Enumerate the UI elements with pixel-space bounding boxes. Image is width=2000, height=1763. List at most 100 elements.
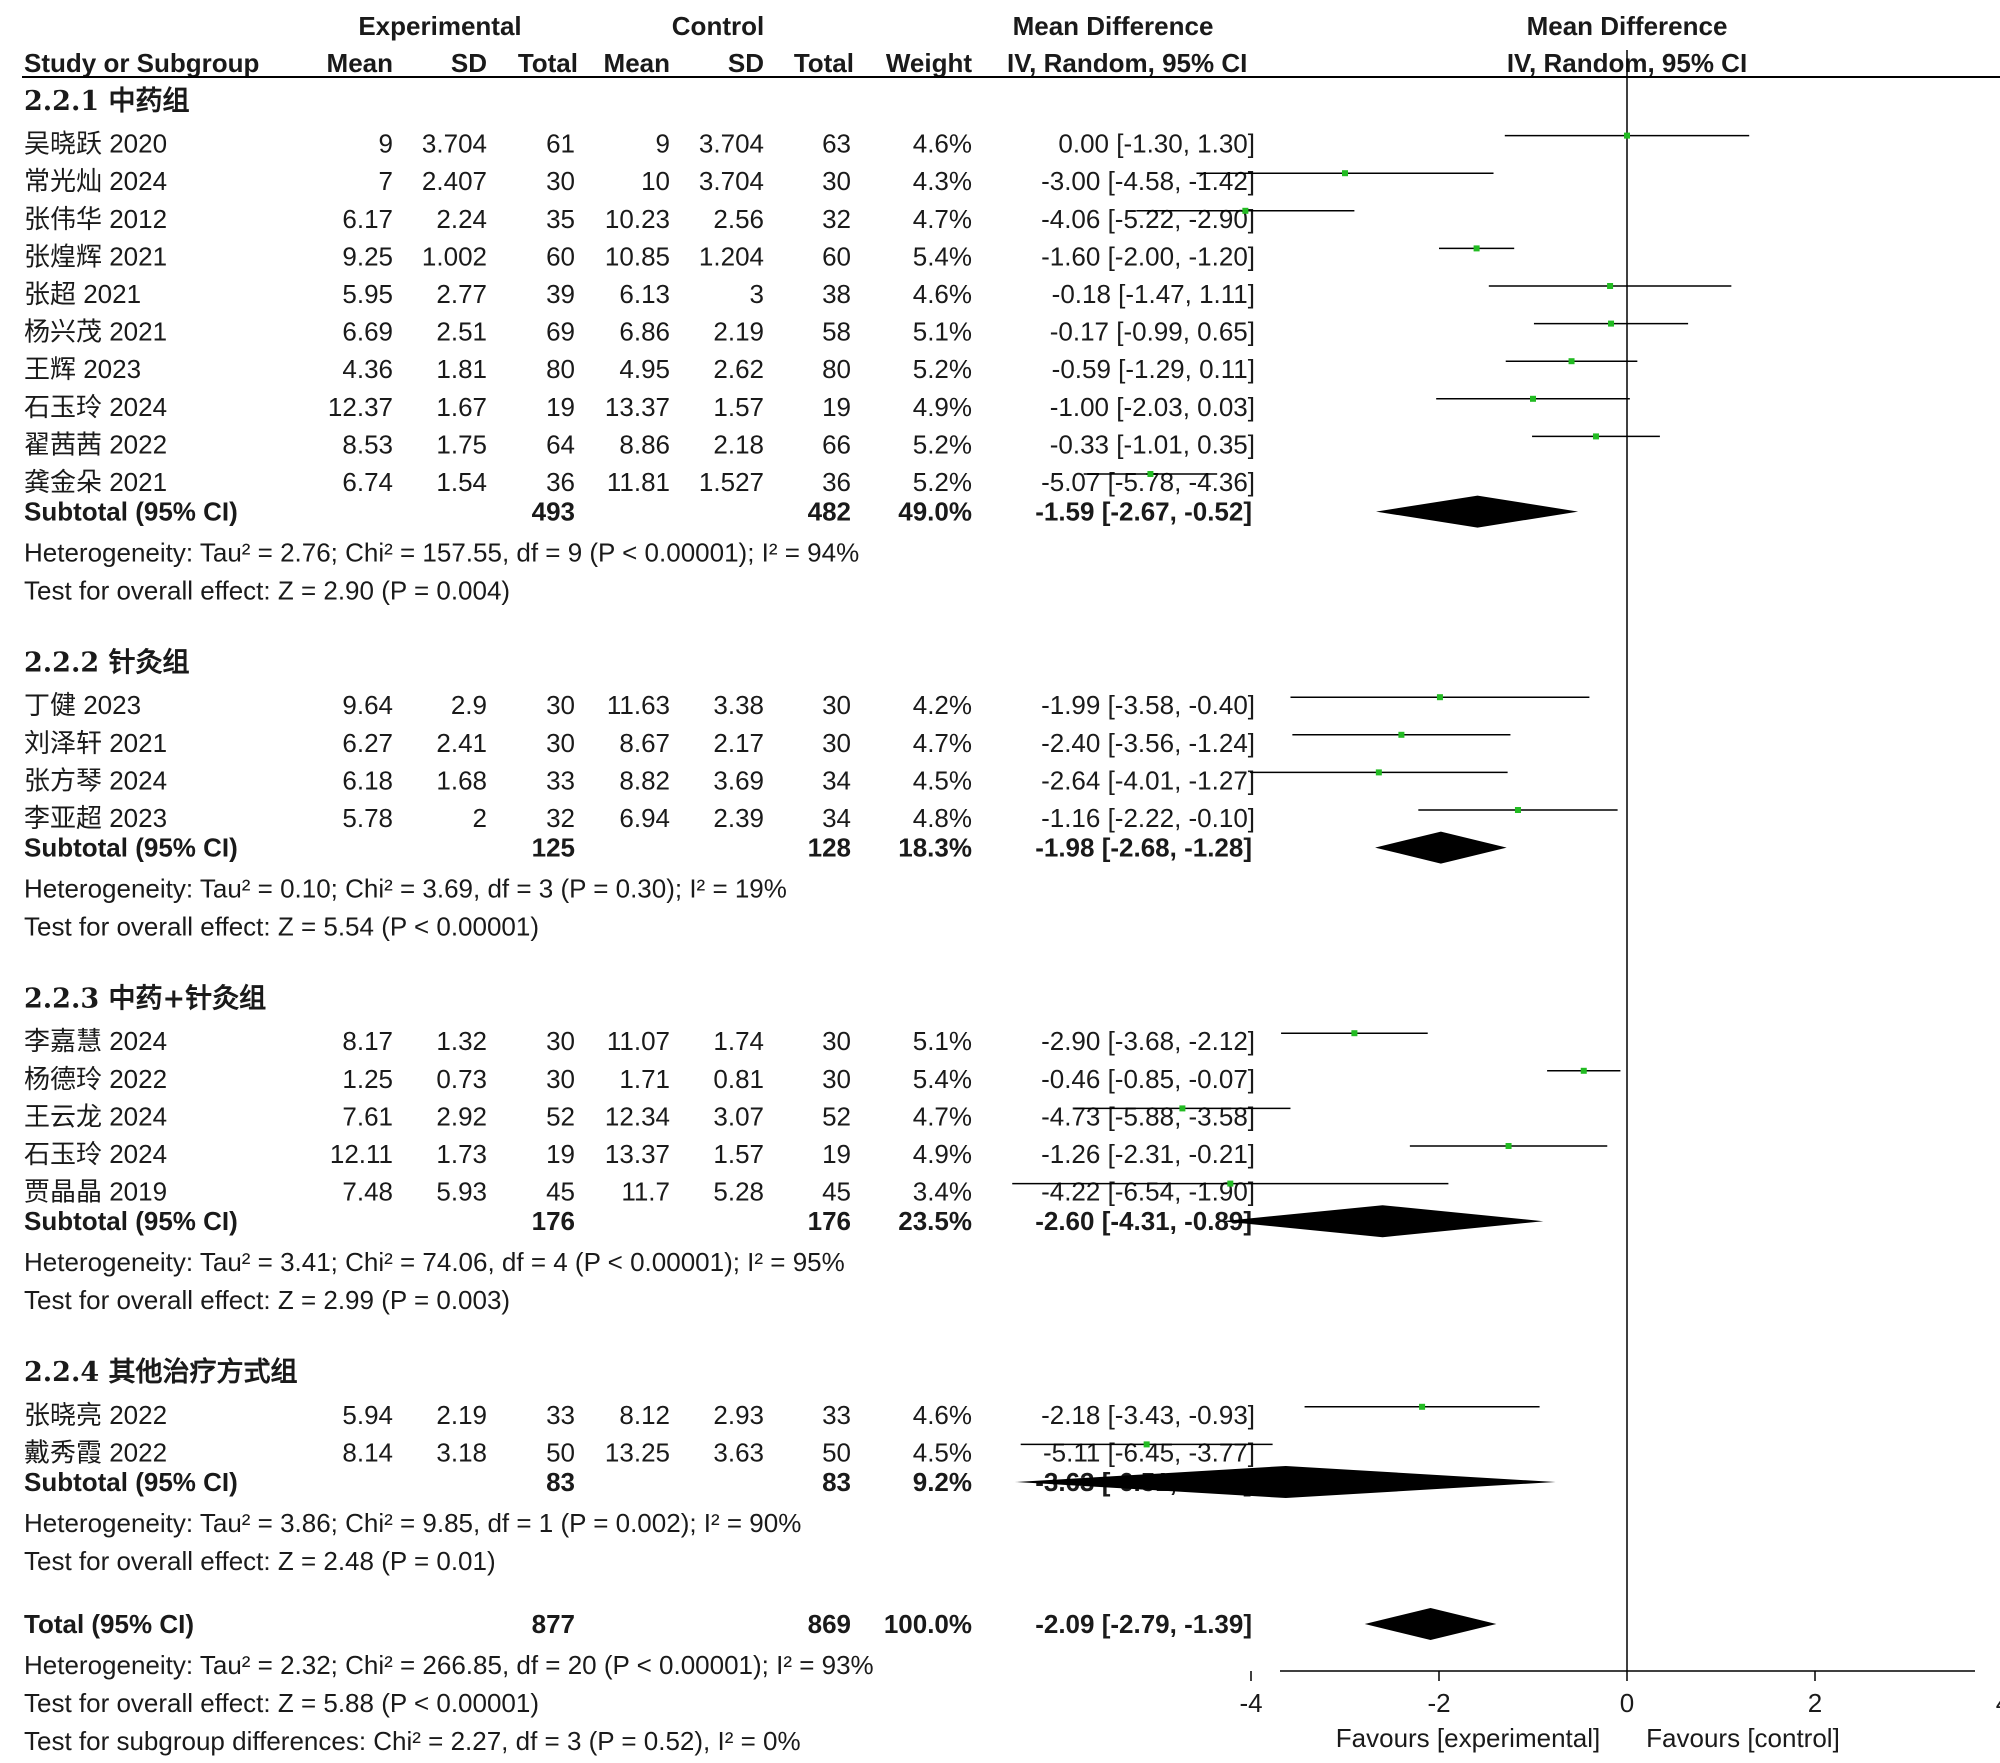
study-mean-ctrl: 4.95 [619, 354, 670, 384]
study-sd-exp: 5.93 [436, 1177, 487, 1207]
study-mean-ctrl: 11.63 [607, 690, 670, 720]
study-sd-ctrl: 3 [750, 279, 764, 309]
study-name: 李嘉慧 2024 [24, 1026, 167, 1056]
heterogeneity-text: Heterogeneity: Tau² = 0.10; Chi² = 3.69,… [24, 874, 787, 904]
study-mean-ctrl: 11.7 [621, 1177, 670, 1207]
study-point [1398, 731, 1405, 738]
header-study: Study or Subgroup [24, 48, 259, 78]
study-total-ctrl: 60 [822, 241, 851, 271]
study-ci: -2.64 [-4.01, -1.27] [1041, 765, 1255, 795]
study-ci: -4.73 [-5.88, -3.58] [1041, 1101, 1255, 1131]
study-ci: -2.18 [-3.43, -0.93] [1041, 1400, 1255, 1430]
study-mean-ctrl: 10.85 [605, 241, 670, 271]
study-total-ctrl: 50 [822, 1437, 851, 1467]
study-weight: 4.7% [913, 204, 972, 234]
study-ci: 0.00 [-1.30, 1.30] [1058, 129, 1255, 159]
x-tick-label: -2 [1427, 1688, 1450, 1718]
header-mean-difference-plot: Mean Difference [1527, 11, 1728, 41]
study-sd-ctrl: 1.74 [713, 1026, 764, 1056]
study-sd-ctrl: 3.63 [713, 1437, 764, 1467]
study-sd-exp: 2.9 [451, 690, 487, 720]
study-point [1607, 283, 1614, 289]
study-name: 李亚超 2023 [24, 803, 167, 833]
study-name: 杨德玲 2022 [24, 1064, 167, 1094]
study-total-exp: 30 [546, 166, 575, 196]
study-point [1514, 807, 1521, 813]
study-total-ctrl: 36 [822, 467, 851, 497]
study-sd-ctrl: 2.18 [713, 429, 764, 459]
study-ci: -2.40 [-3.56, -1.24] [1041, 728, 1255, 758]
subtotal-total-exp: 125 [532, 833, 575, 863]
study-mean-ctrl: 8.12 [619, 1400, 670, 1430]
study-weight: 4.7% [913, 1101, 972, 1131]
study-total-ctrl: 34 [822, 765, 851, 795]
header-control: Control [672, 11, 764, 41]
study-ci: -1.60 [-2.00, -1.20] [1041, 241, 1255, 271]
study-name: 常光灿 2024 [24, 166, 167, 196]
study-ci: -4.22 [-6.54, -1.90] [1041, 1177, 1255, 1207]
study-sd-ctrl: 2.39 [713, 803, 764, 833]
study-total-exp: 39 [546, 279, 575, 309]
study-weight: 5.1% [913, 1026, 972, 1056]
study-weight: 5.2% [913, 467, 972, 497]
study-point [1143, 1441, 1150, 1448]
study-sd-exp: 1.81 [436, 354, 487, 384]
study-point [1505, 1143, 1512, 1149]
study-total-ctrl: 30 [822, 1064, 851, 1094]
study-total-exp: 19 [546, 392, 575, 422]
study-sd-exp: 2.19 [436, 1400, 487, 1430]
study-total-exp: 50 [546, 1437, 575, 1467]
study-total-ctrl: 38 [822, 279, 851, 309]
study-mean-exp: 12.11 [330, 1139, 393, 1169]
study-weight: 3.4% [913, 1177, 972, 1207]
header-mean-exp: Mean [327, 48, 393, 78]
study-weight: 4.9% [913, 1139, 972, 1169]
study-total-exp: 32 [546, 803, 575, 833]
study-sd-ctrl: 2.17 [713, 728, 764, 758]
subtotal-diamond [1376, 495, 1579, 528]
subtotal-ci: -1.59 [-2.67, -0.52] [1035, 497, 1252, 527]
study-name: 张伟华 2012 [24, 204, 167, 234]
study-total-exp: 61 [546, 129, 575, 159]
overall-effect-text: Test for overall effect: Z = 2.48 (P = 0… [24, 1546, 496, 1576]
study-sd-ctrl: 0.81 [713, 1064, 764, 1094]
study-total-ctrl: 45 [822, 1177, 851, 1207]
study-total-ctrl: 30 [822, 1026, 851, 1056]
heterogeneity-text: Heterogeneity: Tau² = 3.41; Chi² = 74.06… [24, 1247, 845, 1277]
study-ci: -1.26 [-2.31, -0.21] [1041, 1139, 1255, 1169]
subtotal-weight: 18.3% [898, 833, 972, 863]
study-name: 龚金朵 2021 [24, 467, 167, 497]
study-name: 王云龙 2024 [24, 1101, 167, 1131]
study-point [1473, 245, 1480, 252]
study-mean-ctrl: 6.13 [619, 279, 670, 309]
study-weight: 4.5% [913, 1437, 972, 1467]
header-mean-ctrl: Mean [604, 48, 670, 78]
study-mean-ctrl: 13.37 [605, 392, 670, 422]
study-point [1624, 132, 1630, 139]
study-ci: -1.00 [-2.03, 0.03] [1050, 392, 1255, 422]
study-name: 贾晶晶 2019 [24, 1177, 167, 1207]
subgroup-title: 2.2.4 其他治疗方式组 [24, 1356, 298, 1388]
study-mean-ctrl: 13.37 [605, 1139, 670, 1169]
study-mean-ctrl: 12.34 [605, 1101, 670, 1131]
subtotal-total-ctrl: 83 [822, 1467, 851, 1497]
header-weight: Weight [886, 48, 973, 78]
study-total-ctrl: 52 [822, 1101, 851, 1131]
study-sd-ctrl: 2.93 [713, 1400, 764, 1430]
subtotal-weight: 23.5% [898, 1206, 972, 1236]
study-mean-exp: 6.27 [342, 728, 393, 758]
study-weight: 5.2% [913, 429, 972, 459]
heterogeneity-text: Heterogeneity: Tau² = 2.76; Chi² = 157.5… [24, 538, 859, 568]
study-mean-exp: 6.74 [342, 467, 393, 497]
study-point [1179, 1105, 1186, 1112]
total-diamond [1364, 1608, 1497, 1640]
subgroup-title: 2.2.2 针灸组 [24, 647, 190, 679]
study-sd-exp: 2.92 [436, 1101, 487, 1131]
study-point [1147, 471, 1154, 477]
total-overall-effect-text: Test for overall effect: Z = 5.88 (P < 0… [24, 1688, 539, 1718]
study-name: 张方琴 2024 [24, 765, 167, 795]
study-ci: -0.18 [-1.47, 1.11] [1052, 279, 1255, 309]
study-point [1592, 433, 1599, 440]
study-mean-ctrl: 10 [641, 166, 670, 196]
